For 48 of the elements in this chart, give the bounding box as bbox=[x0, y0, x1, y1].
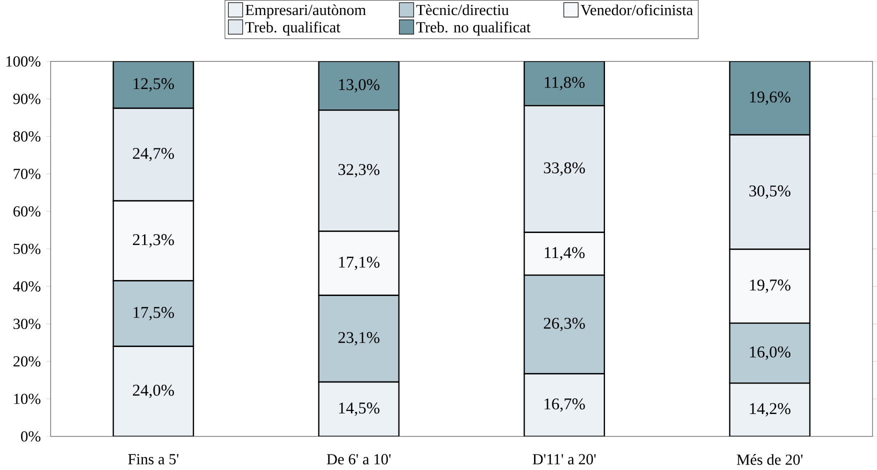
data-label: 17,5% bbox=[134, 306, 174, 320]
legend-label: Empresari/autònom bbox=[246, 4, 366, 18]
bar bbox=[524, 61, 605, 106]
data-label: 19,6% bbox=[750, 91, 790, 105]
data-label: 11,4% bbox=[544, 247, 585, 260]
data-label: 26,3% bbox=[544, 318, 585, 332]
data-label: 13,0% bbox=[339, 79, 380, 92]
bar bbox=[729, 382, 810, 436]
bar bbox=[729, 61, 810, 136]
data-label: 24,0% bbox=[132, 384, 174, 398]
data-label: 11,8% bbox=[544, 76, 585, 90]
data-label: 33,8% bbox=[544, 162, 585, 176]
data-label: 16,7% bbox=[544, 398, 585, 412]
legend-label: Treb. no qualificat bbox=[416, 22, 531, 36]
data-label: 14,5% bbox=[339, 402, 380, 416]
legend-label: Treb. qualificat bbox=[245, 22, 340, 36]
bar bbox=[318, 381, 400, 436]
y-tick-label: 50% bbox=[14, 244, 40, 254]
y-tick-label: 100% bbox=[6, 56, 40, 67]
legend-label: Venedor/oficinista bbox=[580, 4, 693, 16]
data-label: 19,7% bbox=[750, 280, 790, 293]
y-tick-label: 40% bbox=[13, 281, 40, 292]
y-tick-label: 60% bbox=[13, 206, 40, 217]
bar bbox=[524, 373, 605, 436]
y-tick-label: 10% bbox=[14, 394, 40, 404]
x-tick-label: Fins a 5' bbox=[128, 454, 178, 464]
y-tick-label: 70% bbox=[14, 168, 40, 180]
data-label: 21,3% bbox=[132, 234, 174, 248]
data-label: 14,2% bbox=[750, 403, 790, 416]
data-label: 30,5% bbox=[749, 185, 790, 199]
bar bbox=[318, 61, 400, 111]
bar bbox=[112, 346, 194, 436]
data-label: 32,3% bbox=[338, 164, 380, 178]
y-tick-label: 0% bbox=[21, 431, 40, 442]
x-tick-label: D'11' a 20' bbox=[532, 454, 596, 464]
data-label: 23,1% bbox=[338, 332, 380, 346]
y-tick-label: 30% bbox=[14, 318, 40, 330]
data-label: 12,5% bbox=[134, 78, 174, 92]
legend-label: Tècnic/directiu bbox=[416, 4, 509, 16]
bar bbox=[112, 61, 194, 109]
y-tick-label: 20% bbox=[13, 356, 40, 367]
x-tick-label: De 6' a 10' bbox=[326, 454, 391, 464]
data-label: 16,0% bbox=[750, 346, 790, 360]
y-tick-label: 80% bbox=[13, 131, 40, 142]
data-label: 24,7% bbox=[132, 148, 174, 162]
x-tick-label: Més de 20' bbox=[736, 454, 803, 465]
data-label: 17,1% bbox=[339, 256, 380, 270]
y-tick-label: 90% bbox=[13, 94, 40, 104]
